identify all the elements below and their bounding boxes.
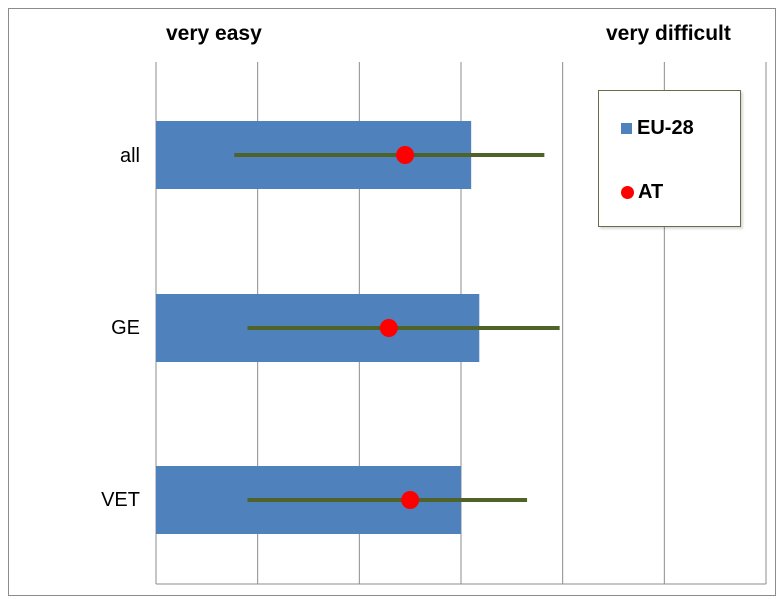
category-label-vet: VET xyxy=(101,489,140,511)
category-label-ge: GE xyxy=(111,317,140,339)
category-label-all: all xyxy=(119,145,140,167)
point-all xyxy=(396,146,415,164)
point-vet xyxy=(401,491,420,509)
legend: EU-28 AT xyxy=(598,90,741,227)
legend-label-eu28: EU-28 xyxy=(637,117,694,139)
legend-label-at: AT xyxy=(638,181,664,203)
legend-swatch-square xyxy=(621,123,632,134)
legend-item-eu28: EU-28 xyxy=(621,117,694,140)
point-ge xyxy=(379,319,398,337)
x-axis-right-label: very difficult xyxy=(606,22,731,45)
legend-item-at: AT xyxy=(621,181,663,204)
legend-swatch-dot xyxy=(621,186,634,199)
x-axis-left-label: very easy xyxy=(166,22,262,45)
